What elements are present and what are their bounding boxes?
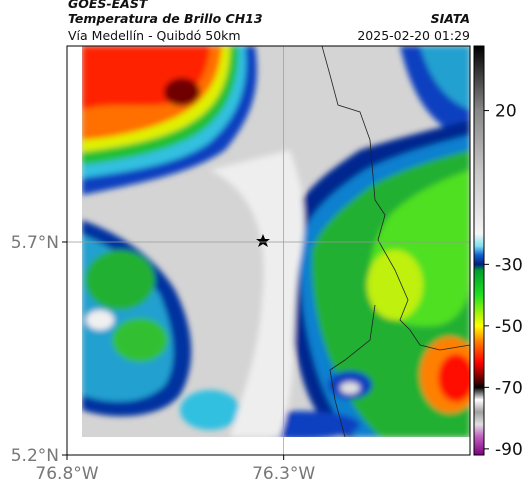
colorbar-tick-label: -30: [495, 255, 523, 275]
satellite-image: [82, 46, 470, 437]
colorbar: [473, 45, 485, 456]
colorbar-tick-label: -70: [495, 378, 523, 398]
y-tick-label: 5.2°N: [11, 446, 59, 466]
title: GOES-EAST: [68, 0, 149, 11]
route: Vía Medellín - Quibdó 50km: [68, 28, 241, 43]
plot-frame: [66, 45, 471, 456]
source: SIATA: [431, 11, 470, 26]
colorbar-tick-label: -90: [495, 440, 523, 460]
timestamp: 2025-02-20 01:29: [357, 28, 470, 43]
colorbar-tick-label: -50: [495, 317, 523, 337]
x-tick-label: 76.8°W: [35, 464, 98, 484]
axes: 76.8°W 76.3°W 5.2°N 5.7°N: [11, 46, 470, 484]
x-tick-label: 76.3°W: [252, 464, 315, 484]
y-tick-label: 5.7°N: [11, 233, 59, 253]
colorbar-tick-label: 20: [495, 102, 517, 122]
subtitle: Temperatura de Brillo CH13: [68, 11, 263, 26]
